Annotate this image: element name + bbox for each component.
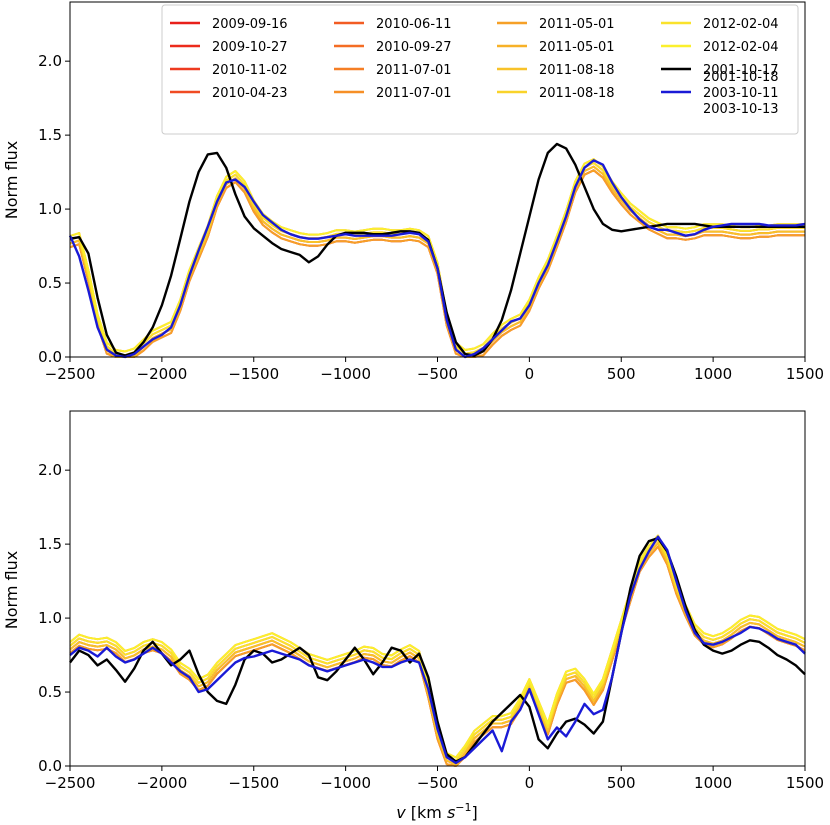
legend-entry: 2011-05-01 — [497, 40, 615, 55]
bottom-y-tick-label: 2.0 — [38, 461, 62, 479]
legend-label: 2009-09-16 — [212, 17, 288, 32]
bottom-y-tick-label: 1.0 — [38, 609, 62, 627]
bottom-ticks: −2500 −2000 −1500 −1000 −500 0 500 1000 1500 0.0 0… — [38, 461, 824, 792]
legend-entry: 2009-09-16 — [170, 17, 288, 32]
top-x-tick-label: −2500 — [45, 365, 96, 383]
top-y-tick-label: 0.0 — [38, 348, 62, 366]
top-x-tick-label: 1000 — [694, 365, 732, 383]
top-panel: −2500 −2000 −1500 −1000 −500 0 500 1000 1500 0.0 0… — [2, 1, 824, 383]
bottom-model-line — [69, 537, 806, 763]
top-y-tick-label: 0.5 — [38, 274, 62, 292]
legend-label: 2011-08-18 — [539, 86, 615, 101]
legend-label: 2011-05-01 — [539, 40, 615, 55]
legend-entry: 2010-11-02 — [170, 63, 288, 78]
legend-entry: 2011-05-01 — [497, 17, 615, 32]
top-mean-line — [68, 159, 806, 359]
top-y-tick-label: 2.0 — [38, 52, 62, 70]
bottom-x-tick-label: −2500 — [45, 774, 96, 792]
legend-label: 2010-06-11 — [376, 17, 452, 32]
top-y-tick-label: 1.5 — [38, 126, 62, 144]
bottom-x-tick-label: 1500 — [786, 774, 824, 792]
legend-box — [161, 4, 799, 135]
bottom-x-tick-label: −1000 — [320, 774, 371, 792]
legend-label: 2009-10-27 — [212, 40, 288, 55]
legend-label: 2010-09-27 — [376, 40, 452, 55]
top-spectrum-line-7 — [69, 158, 805, 353]
legend-entry: 2010-06-11 — [334, 17, 452, 32]
bottom-y-tick-label: 1.5 — [38, 535, 62, 553]
legend-entry: 2001-10-18 2003-10-11 2003-10-13 — [661, 70, 779, 117]
legend-label: 2012-02-04 — [703, 40, 779, 55]
bottom-y-tick-label: 0.0 — [38, 757, 62, 775]
bottom-spectrum-line-5 — [69, 542, 806, 766]
bottom-x-tick-label: 0 — [525, 774, 535, 792]
legend-entry: 2012-02-04 — [661, 17, 779, 32]
bottom-x-tick-label: −500 — [417, 774, 458, 792]
legend-label: 2001-10-18 2003-10-11 2003-10-13 — [703, 70, 779, 117]
bottom-x-tick-label: −1500 — [228, 774, 279, 792]
legend-entry: 2011-07-01 — [334, 63, 452, 78]
bottom-x-tick-label: −2000 — [137, 774, 188, 792]
bottom-panel: −2500 −2000 −1500 −1000 −500 0 500 1000 1500 0.0 0… — [2, 410, 824, 822]
legend-entry: 2011-08-18 — [497, 86, 615, 101]
top-y-tick-label: 1.0 — [38, 200, 62, 218]
legend-label: 2012-02-04 — [703, 17, 779, 32]
bottom-y-axis-label: Norm flux — [2, 551, 21, 629]
legend: 2009-09-16 2009-10-27 2010-11-02 2010-04-23… — [161, 4, 799, 135]
top-x-tick-label: 0 — [525, 365, 535, 383]
top-x-tick-label: −1000 — [320, 365, 371, 383]
legend-label: 2011-05-01 — [539, 17, 615, 32]
legend-entry: 2010-04-23 — [170, 86, 288, 101]
top-ticks: −2500 −2000 −1500 −1000 −500 0 500 1000 1500 0.0 0… — [38, 52, 824, 383]
legend-entry: 2011-07-01 — [334, 86, 452, 101]
legend-entry: 2001-10-17 — [661, 63, 779, 78]
top-x-tick-label: −1500 — [228, 365, 279, 383]
bottom-x-tick-label: 1000 — [694, 774, 732, 792]
legend-label: 2010-11-02 — [212, 63, 288, 78]
top-x-tick-label: −500 — [417, 365, 458, 383]
legend-label: 2001-10-17 — [703, 63, 779, 78]
top-y-axis-label: Norm flux — [2, 141, 21, 219]
legend-entry: 2009-10-27 — [170, 40, 288, 55]
legend-entry: 2010-09-27 — [334, 40, 452, 55]
bottom-mean-line — [69, 535, 806, 765]
top-x-tick-label: −2000 — [137, 365, 188, 383]
bottom-y-tick-label: 0.5 — [38, 683, 62, 701]
legend-label: 2010-04-23 — [212, 86, 288, 101]
top-series-group — [68, 142, 806, 359]
bottom-x-tick-label: 500 — [607, 774, 636, 792]
top-x-tick-label: 1500 — [786, 365, 824, 383]
legend-label: 2011-07-01 — [376, 86, 452, 101]
bottom-series-group — [69, 534, 806, 767]
legend-entry: 2011-08-18 — [497, 63, 615, 78]
top-x-tick-label: 500 — [607, 365, 636, 383]
x-axis-label: v [km s−1] — [396, 801, 478, 822]
legend-entry: 2012-02-04 — [661, 40, 779, 55]
legend-label: 2011-07-01 — [376, 63, 452, 78]
legend-label: 2011-08-18 — [539, 63, 615, 78]
